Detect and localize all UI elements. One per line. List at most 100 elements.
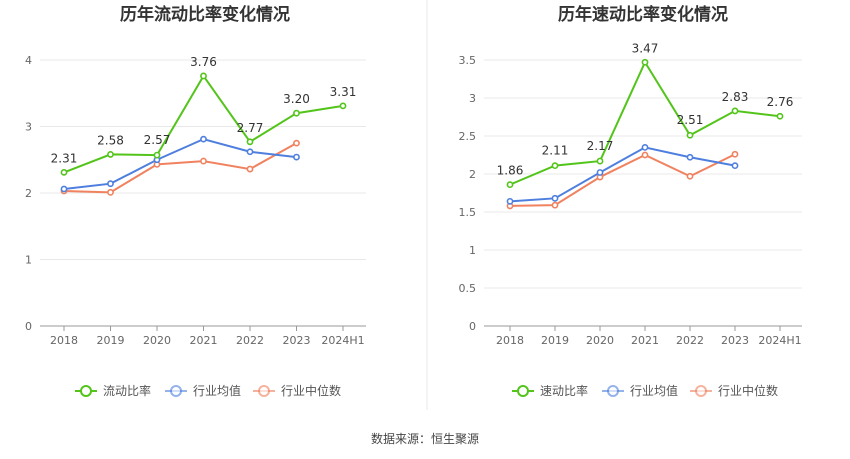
data-source-note: 数据来源：恒生聚源 — [370, 432, 479, 446]
data-point — [107, 188, 114, 196]
data-point — [641, 151, 649, 159]
y-tick-label: 0 — [25, 320, 32, 333]
legend-item[interactable]: 流动比率 — [75, 383, 151, 398]
legend-marker-icon — [258, 385, 270, 397]
y-tick-label: 0 — [469, 320, 476, 333]
data-point — [246, 148, 254, 156]
x-tick-label: 2022 — [236, 334, 264, 347]
x-tick-label: 2022 — [676, 334, 704, 347]
legend-label: 行业均值 — [630, 383, 678, 398]
data-point — [596, 169, 604, 176]
data-label: 3.76 — [190, 55, 217, 69]
y-tick-label: 4 — [25, 54, 32, 67]
y-tick-label: 2.5 — [459, 130, 477, 143]
x-tick-label: 2019 — [541, 334, 569, 347]
data-point — [551, 201, 559, 209]
data-point — [551, 194, 559, 202]
data-label: 2.57 — [144, 133, 171, 147]
x-tick-label: 2021 — [631, 334, 659, 347]
data-label: 3.47 — [632, 41, 659, 55]
series-line — [509, 153, 736, 207]
data-point — [200, 135, 207, 143]
chart-title: 历年流动比率变化情况 — [120, 4, 290, 25]
series-line — [509, 146, 736, 203]
data-label: 2.58 — [97, 133, 124, 147]
data-label: 2.17 — [587, 139, 614, 153]
legend-marker-icon — [170, 385, 182, 397]
series-line — [509, 60, 781, 186]
data-label: 2.76 — [767, 95, 794, 109]
data-point — [107, 180, 114, 188]
data-label: 2.11 — [542, 144, 569, 158]
data-label: 2.51 — [677, 113, 704, 127]
x-tick-label: 2024H1 — [758, 334, 801, 347]
y-tick-label: 1.5 — [459, 206, 477, 219]
x-tick-label: 2018 — [50, 334, 78, 347]
y-tick-label: 1 — [469, 244, 476, 257]
data-point — [246, 138, 254, 146]
legend-marker-icon — [695, 385, 707, 397]
data-point — [686, 131, 694, 139]
data-point — [731, 107, 739, 115]
data-point — [246, 165, 254, 173]
data-label: 1.86 — [497, 164, 524, 178]
y-tick-label: 0.5 — [459, 282, 477, 295]
data-point — [731, 162, 739, 170]
data-point — [641, 58, 649, 66]
series-line — [63, 138, 297, 191]
data-label: 2.77 — [237, 121, 264, 135]
data-point — [731, 150, 739, 158]
legend-item[interactable]: 行业均值 — [602, 383, 678, 398]
data-point — [551, 162, 559, 170]
data-label: 3.31 — [330, 85, 357, 99]
data-point — [339, 102, 347, 110]
legend-item[interactable]: 行业均值 — [165, 383, 241, 398]
x-tick-label: 2020 — [586, 334, 614, 347]
data-point — [60, 185, 68, 193]
y-tick-label: 3.5 — [459, 54, 477, 67]
data-point — [60, 168, 68, 176]
legend-label: 速动比率 — [540, 383, 588, 398]
y-tick-label: 1 — [25, 254, 32, 267]
y-tick-label: 2 — [469, 168, 476, 181]
data-label: 3.20 — [283, 92, 310, 106]
data-point — [200, 72, 207, 80]
data-point — [200, 157, 207, 165]
data-point — [107, 151, 114, 158]
data-label: 2.83 — [722, 90, 749, 104]
x-tick-label: 2024H1 — [321, 334, 364, 347]
x-tick-label: 2020 — [143, 334, 171, 347]
data-point — [293, 109, 300, 117]
data-point — [641, 143, 649, 151]
data-point — [293, 153, 300, 161]
x-tick-label: 2019 — [97, 334, 125, 347]
data-point — [686, 172, 694, 180]
y-tick-label: 2 — [25, 187, 32, 200]
y-tick-label: 3 — [469, 92, 476, 105]
legend-item[interactable]: 行业中位数 — [690, 383, 778, 398]
legend-marker-icon — [517, 385, 529, 397]
legend-item[interactable]: 速动比率 — [512, 383, 588, 398]
chart-title: 历年速动比率变化情况 — [558, 4, 728, 25]
legend-label: 行业均值 — [193, 383, 241, 398]
data-point — [596, 157, 604, 165]
legend-marker-icon — [607, 385, 619, 397]
quick-ratio-chart: 历年速动比率变化情况 0 0.5 1 1.5 2 2.5 3 3.5 2018 2019 2020 20… — [459, 4, 802, 398]
data-point — [686, 153, 694, 161]
current-ratio-chart: 历年流动比率变化情况 0 1 2 3 4 2018 2019 2020 2021 2022 2023 2… — [25, 4, 366, 398]
data-label: 2.31 — [51, 151, 78, 165]
legend-marker-icon — [80, 385, 92, 397]
x-tick-label: 2018 — [496, 334, 524, 347]
legend-item[interactable]: 行业中位数 — [253, 383, 341, 398]
legend-label: 行业中位数 — [718, 383, 778, 398]
data-point — [506, 181, 514, 189]
data-point — [293, 139, 300, 147]
legend-label: 流动比率 — [103, 383, 151, 398]
series-line — [63, 142, 297, 194]
legend-label: 行业中位数 — [281, 383, 341, 398]
data-point — [153, 151, 161, 159]
x-tick-label: 2023 — [283, 334, 311, 347]
data-point — [506, 197, 514, 205]
x-tick-label: 2023 — [721, 334, 749, 347]
